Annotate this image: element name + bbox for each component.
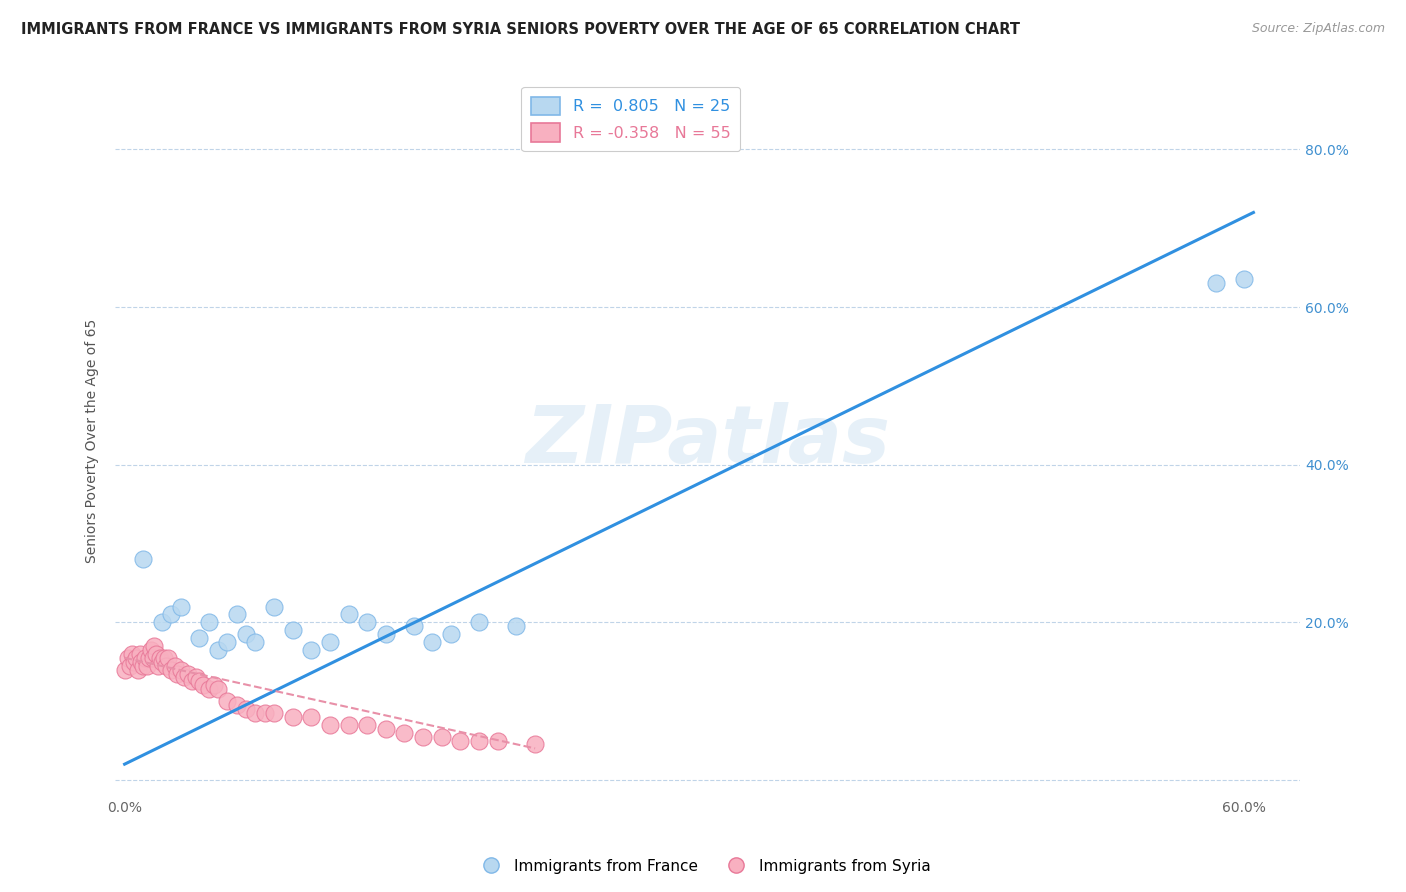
Point xyxy=(177,666,200,681)
Point xyxy=(337,607,360,622)
Point xyxy=(505,619,527,633)
Point xyxy=(374,722,396,736)
Point xyxy=(440,627,463,641)
Point xyxy=(134,650,156,665)
Legend: Immigrants from France, Immigrants from Syria: Immigrants from France, Immigrants from … xyxy=(470,853,936,880)
Point xyxy=(145,647,167,661)
Point xyxy=(245,706,267,720)
Point xyxy=(180,674,202,689)
Point xyxy=(281,710,304,724)
Y-axis label: Seniors Poverty Over the Age of 65: Seniors Poverty Over the Age of 65 xyxy=(86,319,100,563)
Point xyxy=(337,718,360,732)
Point xyxy=(468,615,491,630)
Point xyxy=(160,663,183,677)
Point xyxy=(155,658,177,673)
Point xyxy=(235,702,257,716)
Point xyxy=(132,658,155,673)
Point xyxy=(160,607,183,622)
Point xyxy=(163,658,186,673)
Point xyxy=(217,694,239,708)
Point xyxy=(299,643,322,657)
Point xyxy=(150,615,173,630)
Point xyxy=(235,627,257,641)
Point xyxy=(486,733,509,747)
Point xyxy=(132,552,155,566)
Point xyxy=(152,650,174,665)
Point xyxy=(143,639,166,653)
Point xyxy=(217,635,239,649)
Point xyxy=(169,599,191,614)
Point xyxy=(225,607,247,622)
Point xyxy=(356,615,378,630)
Point xyxy=(188,631,211,645)
Point xyxy=(449,733,471,747)
Point xyxy=(263,706,285,720)
Point xyxy=(173,671,195,685)
Point xyxy=(207,682,229,697)
Point xyxy=(120,658,142,673)
Point xyxy=(150,655,173,669)
Point xyxy=(127,663,149,677)
Point xyxy=(166,666,188,681)
Point xyxy=(412,730,434,744)
Text: IMMIGRANTS FROM FRANCE VS IMMIGRANTS FROM SYRIA SENIORS POVERTY OVER THE AGE OF : IMMIGRANTS FROM FRANCE VS IMMIGRANTS FRO… xyxy=(21,22,1021,37)
Point xyxy=(138,650,160,665)
Point xyxy=(148,658,170,673)
Point xyxy=(245,635,267,649)
Point xyxy=(142,650,165,665)
Point xyxy=(402,619,425,633)
Point xyxy=(1205,277,1227,291)
Point xyxy=(114,663,136,677)
Point xyxy=(125,650,148,665)
Point xyxy=(281,623,304,637)
Point xyxy=(299,710,322,724)
Point xyxy=(319,635,342,649)
Point xyxy=(117,650,139,665)
Point xyxy=(128,647,150,661)
Point xyxy=(149,650,172,665)
Point xyxy=(197,615,219,630)
Point xyxy=(207,643,229,657)
Point xyxy=(524,738,547,752)
Point xyxy=(1233,272,1256,286)
Point xyxy=(191,678,214,692)
Point xyxy=(139,643,162,657)
Point xyxy=(394,725,416,739)
Point xyxy=(202,678,225,692)
Point xyxy=(253,706,276,720)
Point xyxy=(197,682,219,697)
Point xyxy=(468,733,491,747)
Point xyxy=(122,655,145,669)
Point xyxy=(184,671,207,685)
Text: ZIPatlas: ZIPatlas xyxy=(526,402,890,480)
Point xyxy=(263,599,285,614)
Point xyxy=(374,627,396,641)
Text: Source: ZipAtlas.com: Source: ZipAtlas.com xyxy=(1251,22,1385,36)
Point xyxy=(156,650,179,665)
Point xyxy=(188,674,211,689)
Point xyxy=(131,655,153,669)
Legend: R =  0.805   N = 25, R = -0.358   N = 55: R = 0.805 N = 25, R = -0.358 N = 55 xyxy=(522,87,740,152)
Point xyxy=(356,718,378,732)
Point xyxy=(169,663,191,677)
Point xyxy=(136,658,159,673)
Point xyxy=(422,635,444,649)
Point xyxy=(319,718,342,732)
Point xyxy=(121,647,143,661)
Point xyxy=(225,698,247,712)
Point xyxy=(430,730,453,744)
